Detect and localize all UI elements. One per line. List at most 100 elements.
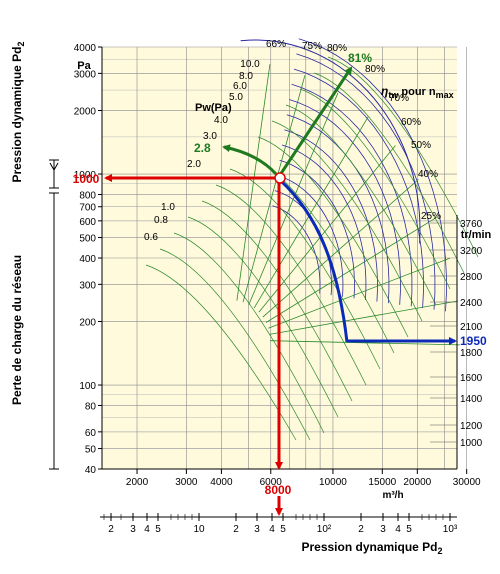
left-axis-unit: Pa xyxy=(77,60,91,72)
speed-value-label: 1950 xyxy=(460,334,487,348)
efficiency-label: 60% xyxy=(401,117,421,128)
power-title: Pw(Pa) xyxy=(195,102,232,114)
left-tick-label: 60 xyxy=(85,428,97,439)
efficiency-labels: 66% 75% 80% 80% 70% 60% 50% 40% 25% xyxy=(266,39,441,222)
power-label: 6.0 xyxy=(233,81,247,92)
efficiency-label: 80% xyxy=(327,43,347,54)
left-tick-label: 700 xyxy=(79,203,96,214)
right-axis-ticks: 3760 3200 2800 2400 2100 1800 1600 1400 1200 1000 xyxy=(430,219,483,449)
flow-value-label: 8000 xyxy=(265,483,292,497)
power-curve xyxy=(313,72,465,274)
bottom-tick-label: 10000 xyxy=(319,477,347,488)
efficiency-curve xyxy=(268,257,451,329)
fan-speed-curve xyxy=(296,53,436,310)
left-tick-label: 100 xyxy=(79,381,96,392)
power-curve xyxy=(215,184,367,386)
right-tick-label: 2800 xyxy=(460,272,483,283)
left-axis-ticks: 4000 3000 2000 1000 800 700 600 500 400 300 200 100… xyxy=(74,43,102,476)
efficiency-curve xyxy=(265,216,437,323)
power-label: 10.0 xyxy=(240,59,260,70)
bottom-axis-unit: m³/h xyxy=(382,490,403,501)
left-tick-label: 300 xyxy=(79,280,96,291)
power-curve xyxy=(201,200,353,402)
left-tick-label: 500 xyxy=(79,234,96,245)
power-label: 3.0 xyxy=(203,131,217,142)
secondary-tick-label: 2 xyxy=(108,524,114,535)
fan-speed-curve xyxy=(277,175,344,297)
bottom-tick-label: 3000 xyxy=(175,477,198,488)
efficiency-curve xyxy=(269,300,458,335)
left-tick-label: 1000 xyxy=(74,170,97,181)
secondary-tick-label: 10³ xyxy=(443,524,458,535)
right-tick-label: 2100 xyxy=(460,322,483,333)
secondary-axis-ticks: 2 3 4 5 10 2 3 4 5 10² 2 3 4 5 10³ xyxy=(103,513,458,535)
efficiency-arrow xyxy=(278,66,353,176)
efficiency-curve xyxy=(236,64,271,301)
power-label: 5.0 xyxy=(229,92,243,103)
efficiency-value-label: 81% xyxy=(348,51,372,65)
power-curve xyxy=(257,136,409,338)
power-label: 1.0 xyxy=(161,202,175,213)
secondary-tick-label: 2 xyxy=(358,524,364,535)
efficiency-curve xyxy=(242,75,306,303)
right-axis-unit: tr/min xyxy=(461,229,492,241)
bottom-axis-ticks: 2000 3000 4000 6000 10000 15000 20000 30000 xyxy=(126,469,481,488)
efficiency-label: 70% xyxy=(389,93,409,104)
right-tick-label: 1800 xyxy=(460,348,483,359)
right-tick-label: 3760 xyxy=(460,219,483,230)
bracket-arrow-icon xyxy=(49,162,59,172)
right-tick-label: 3200 xyxy=(460,246,483,257)
secondary-tick-label: 5 xyxy=(280,524,286,535)
operating-point-marker xyxy=(274,172,286,184)
secondary-tick-label: 4 xyxy=(144,524,150,535)
bottom-tick-label: 30000 xyxy=(453,477,481,488)
fan-speed-curve xyxy=(272,205,321,294)
power-label: 0.6 xyxy=(144,232,158,243)
secondary-axis-title: Pression dynamique Pd2 xyxy=(301,540,442,556)
efficiency-label: 40% xyxy=(418,169,438,180)
chart-curves xyxy=(145,38,479,441)
system-curve xyxy=(278,178,349,343)
left-tick-label: 600 xyxy=(79,217,96,228)
fan-speed-curve xyxy=(279,159,355,299)
bottom-tick-label: 15000 xyxy=(368,477,396,488)
right-tick-label: 1400 xyxy=(460,394,483,405)
power-label: 4.0 xyxy=(214,115,228,126)
power-value-label: 2.8 xyxy=(194,141,211,155)
fan-speed-curve xyxy=(286,114,390,304)
secondary-tick-label: 2 xyxy=(233,524,239,535)
right-tick-label: 1600 xyxy=(460,373,483,384)
power-label: 0.8 xyxy=(154,215,168,226)
power-curve xyxy=(187,216,339,418)
secondary-tick-label: 5 xyxy=(155,524,161,535)
secondary-tick-label: 10² xyxy=(317,524,332,535)
left-axis-title: Pression dynamique Pd2 xyxy=(10,41,26,182)
right-tick-label: 1200 xyxy=(460,421,483,432)
efficiency-curve xyxy=(262,179,419,318)
secondary-tick-label: 4 xyxy=(395,524,401,535)
power-curve xyxy=(299,88,451,290)
power-label: 8.0 xyxy=(239,71,253,82)
secondary-tick-label: 4 xyxy=(269,524,275,535)
left-tick-label: 200 xyxy=(79,318,96,329)
right-tick-label: 1000 xyxy=(460,438,483,449)
power-curve xyxy=(271,120,423,322)
left-tick-label: 4000 xyxy=(74,43,97,54)
efficiency-curve xyxy=(258,145,396,313)
left-tick-label: 50 xyxy=(85,445,97,456)
efficiency-curve xyxy=(248,92,339,305)
bottom-tick-label: 20000 xyxy=(403,477,431,488)
secondary-tick-label: 3 xyxy=(380,524,386,535)
secondary-tick-label: 10 xyxy=(193,524,205,535)
left-lower-axis-title: Perte de charge du réseau xyxy=(10,255,24,405)
efficiency-label: 25% xyxy=(421,211,441,222)
secondary-tick-label: 3 xyxy=(130,524,136,535)
efficiency-title: ηtw pour nmax xyxy=(381,84,454,100)
efficiency-label: 75% xyxy=(302,41,322,52)
secondary-tick-label: 5 xyxy=(406,524,412,535)
efficiency-label: 50% xyxy=(411,140,431,151)
bottom-tick-label: 4000 xyxy=(210,477,233,488)
left-tick-label: 40 xyxy=(85,465,97,476)
power-curve xyxy=(285,104,437,306)
